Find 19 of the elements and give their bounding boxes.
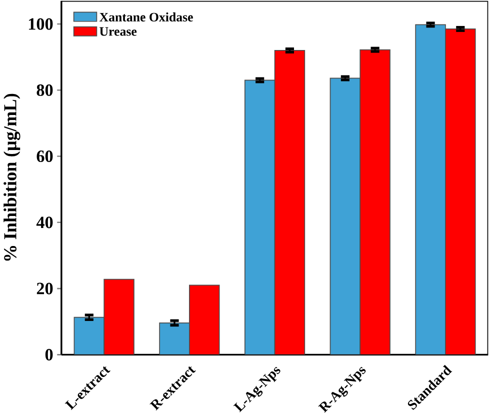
bar [189, 284, 220, 355]
legend-label: Urease [100, 27, 137, 36]
y-tick-label: 80 [36, 84, 53, 96]
y-tick-label: 0 [45, 348, 53, 360]
bar [360, 49, 390, 355]
bar [330, 78, 361, 355]
y-tick-label: 100 [28, 18, 53, 30]
y-tick-label: 40 [36, 216, 53, 228]
bar [274, 50, 306, 355]
bar [74, 316, 105, 355]
bar [159, 322, 190, 355]
legend-label: Xantane Oxidase [100, 12, 193, 22]
bar [445, 28, 476, 355]
y-tick-label: 60 [36, 150, 53, 162]
y-tick-label: 20 [36, 282, 53, 294]
y-axis-title: % Inhibition (µg/mL) [4, 94, 20, 261]
bar [104, 278, 134, 355]
bar [415, 24, 446, 355]
bar [244, 80, 276, 355]
